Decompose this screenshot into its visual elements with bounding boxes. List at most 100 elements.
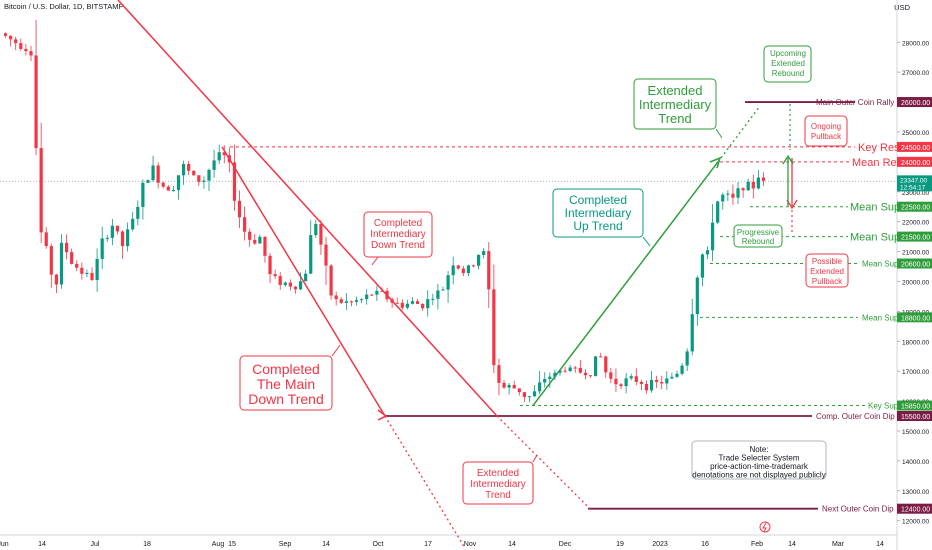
annotation-text: Completed (569, 193, 627, 207)
candle (329, 265, 333, 296)
next-outer-dip-tag-text: 12400.00 (901, 507, 930, 514)
x-tick-label: 19 (616, 541, 624, 548)
mean-res-label: Mean Res (852, 157, 903, 169)
annotation-text: The Main (257, 376, 315, 392)
note-text: price-action-time-trademark (710, 462, 809, 471)
key-sup-tag (897, 400, 932, 411)
candle (222, 152, 226, 156)
candle (370, 294, 374, 296)
mean-res-tag-text: 24000.00 (901, 160, 930, 167)
annotation-text: Intermediary (565, 206, 632, 220)
x-tick-label: 17 (424, 541, 432, 548)
arrow-head (786, 199, 798, 210)
extended-down-trend-dotted (496, 415, 591, 510)
candle (187, 164, 191, 171)
candle (283, 282, 287, 285)
candle (161, 182, 165, 187)
candle (665, 378, 669, 384)
candle (660, 382, 664, 384)
mean-sup-label: Mean Sup (850, 202, 900, 214)
candle (258, 236, 262, 244)
mean-sup-tag-text: 20600.00 (901, 262, 930, 269)
x-tick-label: Oct (373, 541, 384, 548)
candle (705, 250, 710, 255)
mean-sup-tag (897, 201, 932, 212)
mean-sup-tag (897, 312, 932, 323)
candle (568, 367, 572, 372)
candle (120, 231, 125, 247)
candle (380, 290, 384, 292)
candle (288, 282, 292, 287)
candle (293, 286, 298, 290)
annotation-text: Up Trend (573, 219, 622, 233)
currency-label: USD (894, 3, 910, 12)
comp-outer-dip-tag-text: 15500.00 (901, 414, 930, 421)
annotation-pointer (371, 256, 379, 266)
annotation-box (363, 211, 433, 258)
candle (44, 232, 48, 247)
candle (456, 265, 460, 269)
candle (14, 39, 18, 44)
candle (655, 379, 659, 383)
candle (339, 299, 343, 303)
y-tick-label: 25000.00 (902, 130, 929, 137)
annotation-text: Possible (812, 257, 843, 266)
key-sup-tag-text: 15850.00 (901, 404, 930, 411)
candle (553, 372, 557, 377)
candle (482, 251, 486, 255)
candle (70, 252, 74, 264)
annotation-box (804, 115, 848, 147)
candle (543, 378, 547, 383)
candle (207, 169, 211, 181)
annotation-text: Ongoing (811, 122, 841, 131)
candle (415, 301, 420, 304)
y-tick-label: 13000.00 (902, 489, 929, 496)
mean-sup-tag-text: 21500.00 (901, 235, 930, 242)
candle (136, 206, 140, 219)
candle (227, 155, 231, 163)
annotation-pointer (532, 454, 538, 463)
comp-outer-dip-tag (897, 411, 932, 421)
candle (405, 303, 409, 308)
x-tick-label: 15 (228, 541, 236, 548)
candle (80, 267, 84, 274)
candle (105, 237, 109, 239)
candle (375, 290, 379, 295)
key-res-tag-text: 24500.00 (901, 145, 930, 152)
candle (538, 382, 542, 392)
candle (390, 299, 394, 303)
key-res-label: Key Res (858, 142, 900, 154)
candle (619, 384, 623, 387)
lightning-icon[interactable] (759, 521, 771, 533)
candle (64, 242, 69, 253)
candle (431, 298, 435, 300)
key-sup-label: Key Sup (868, 402, 899, 411)
candle (532, 391, 537, 397)
annotation-box (633, 78, 717, 130)
candle (446, 275, 450, 290)
candle (675, 373, 679, 377)
annotation-text: Extended (477, 468, 519, 479)
candle (197, 175, 201, 182)
candle (639, 381, 643, 384)
candle (400, 302, 404, 308)
candle (512, 384, 516, 389)
y-tick-label: 12000.00 (902, 519, 929, 526)
candle (751, 181, 755, 189)
next-outer-dip-tag (897, 503, 932, 514)
annotation-box (462, 461, 534, 505)
main-down-trend-line (117, 0, 498, 417)
annotation-text: Trend (485, 490, 511, 501)
annotation-pointer (331, 344, 341, 357)
y-tick-label: 23000.00 (902, 190, 929, 197)
candle (95, 258, 99, 280)
candle (624, 378, 628, 387)
candle (583, 372, 588, 376)
next-outer-dip-label: Next Outer Coin Dip (822, 505, 894, 514)
candle (461, 268, 465, 274)
candle (232, 162, 237, 201)
candle (268, 255, 272, 275)
candle (492, 289, 496, 366)
candle (670, 376, 674, 379)
